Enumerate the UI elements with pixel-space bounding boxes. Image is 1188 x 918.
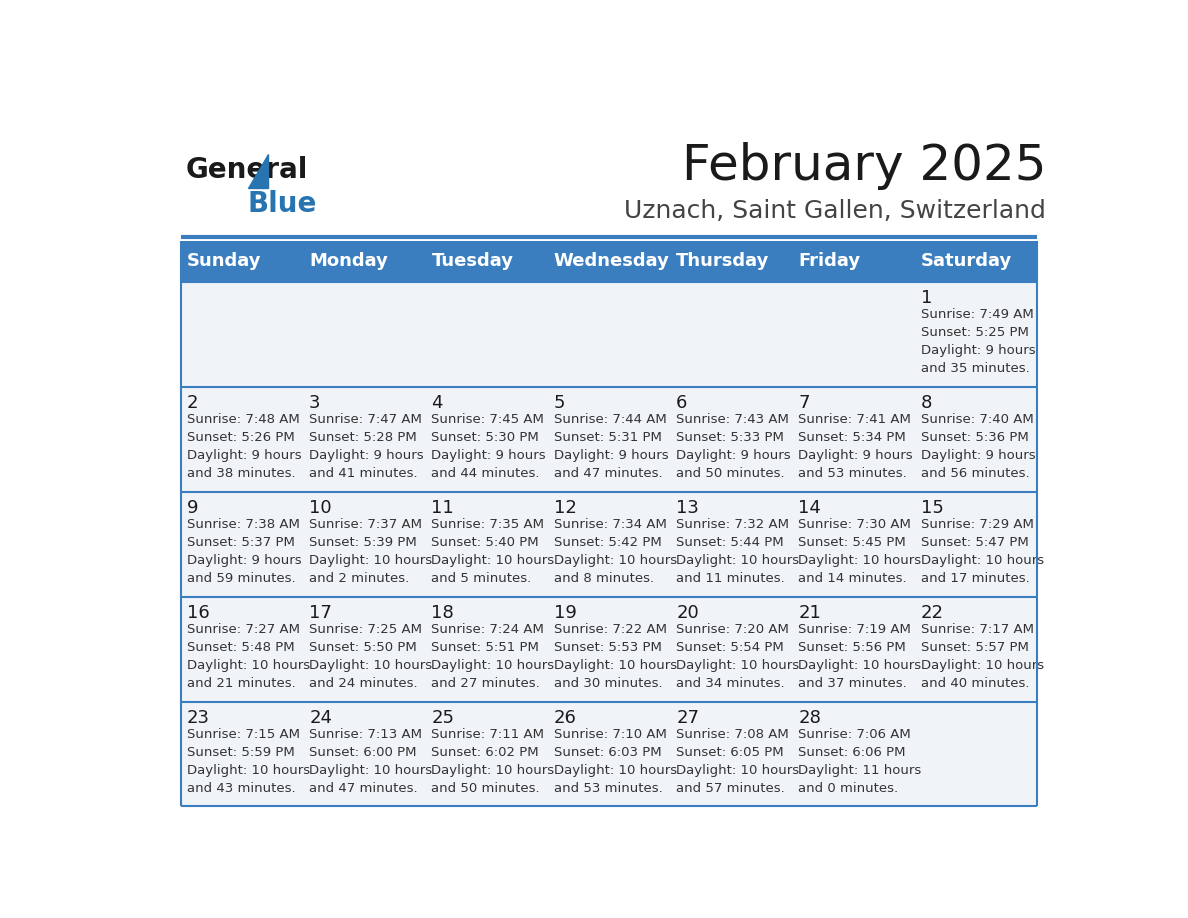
Text: Sunrise: 7:29 AM
Sunset: 5:47 PM
Daylight: 10 hours
and 17 minutes.: Sunrise: 7:29 AM Sunset: 5:47 PM Dayligh… (921, 518, 1044, 585)
Text: February 2025: February 2025 (682, 142, 1047, 190)
Text: 15: 15 (921, 499, 943, 517)
Text: 24: 24 (309, 709, 333, 727)
Text: Sunrise: 7:47 AM
Sunset: 5:28 PM
Daylight: 9 hours
and 41 minutes.: Sunrise: 7:47 AM Sunset: 5:28 PM Dayligh… (309, 413, 424, 480)
FancyBboxPatch shape (181, 282, 1037, 386)
Text: 2: 2 (187, 394, 198, 412)
Text: Sunrise: 7:17 AM
Sunset: 5:57 PM
Daylight: 10 hours
and 40 minutes.: Sunrise: 7:17 AM Sunset: 5:57 PM Dayligh… (921, 622, 1044, 689)
FancyBboxPatch shape (303, 241, 425, 282)
Text: Sunrise: 7:49 AM
Sunset: 5:25 PM
Daylight: 9 hours
and 35 minutes.: Sunrise: 7:49 AM Sunset: 5:25 PM Dayligh… (921, 308, 1036, 375)
Text: 23: 23 (187, 709, 210, 727)
Text: Saturday: Saturday (921, 252, 1012, 271)
Text: Monday: Monday (309, 252, 388, 271)
Text: 7: 7 (798, 394, 810, 412)
FancyBboxPatch shape (792, 241, 915, 282)
Text: 27: 27 (676, 709, 699, 727)
Text: 18: 18 (431, 604, 454, 622)
Text: Sunrise: 7:10 AM
Sunset: 6:03 PM
Daylight: 10 hours
and 53 minutes.: Sunrise: 7:10 AM Sunset: 6:03 PM Dayligh… (554, 728, 677, 795)
Text: Sunrise: 7:40 AM
Sunset: 5:36 PM
Daylight: 9 hours
and 56 minutes.: Sunrise: 7:40 AM Sunset: 5:36 PM Dayligh… (921, 413, 1036, 480)
FancyBboxPatch shape (425, 241, 548, 282)
FancyBboxPatch shape (548, 241, 670, 282)
Text: 11: 11 (431, 499, 454, 517)
Text: Sunrise: 7:06 AM
Sunset: 6:06 PM
Daylight: 11 hours
and 0 minutes.: Sunrise: 7:06 AM Sunset: 6:06 PM Dayligh… (798, 728, 922, 795)
FancyBboxPatch shape (181, 492, 1037, 597)
Text: Sunrise: 7:44 AM
Sunset: 5:31 PM
Daylight: 9 hours
and 47 minutes.: Sunrise: 7:44 AM Sunset: 5:31 PM Dayligh… (554, 413, 669, 480)
Text: 12: 12 (554, 499, 576, 517)
Text: Friday: Friday (798, 252, 860, 271)
Text: Sunrise: 7:11 AM
Sunset: 6:02 PM
Daylight: 10 hours
and 50 minutes.: Sunrise: 7:11 AM Sunset: 6:02 PM Dayligh… (431, 728, 555, 795)
Text: Sunrise: 7:24 AM
Sunset: 5:51 PM
Daylight: 10 hours
and 27 minutes.: Sunrise: 7:24 AM Sunset: 5:51 PM Dayligh… (431, 622, 555, 689)
Text: 9: 9 (187, 499, 198, 517)
Text: 10: 10 (309, 499, 331, 517)
Text: 6: 6 (676, 394, 688, 412)
Text: Sunrise: 7:43 AM
Sunset: 5:33 PM
Daylight: 9 hours
and 50 minutes.: Sunrise: 7:43 AM Sunset: 5:33 PM Dayligh… (676, 413, 791, 480)
Text: Uznach, Saint Gallen, Switzerland: Uznach, Saint Gallen, Switzerland (625, 198, 1047, 222)
Text: 14: 14 (798, 499, 821, 517)
Text: Sunrise: 7:22 AM
Sunset: 5:53 PM
Daylight: 10 hours
and 30 minutes.: Sunrise: 7:22 AM Sunset: 5:53 PM Dayligh… (554, 622, 677, 689)
Text: Sunrise: 7:32 AM
Sunset: 5:44 PM
Daylight: 10 hours
and 11 minutes.: Sunrise: 7:32 AM Sunset: 5:44 PM Dayligh… (676, 518, 800, 585)
Text: Sunday: Sunday (187, 252, 261, 271)
Text: General: General (185, 156, 308, 185)
Text: 16: 16 (187, 604, 209, 622)
Text: Sunrise: 7:41 AM
Sunset: 5:34 PM
Daylight: 9 hours
and 53 minutes.: Sunrise: 7:41 AM Sunset: 5:34 PM Dayligh… (798, 413, 914, 480)
Text: Sunrise: 7:08 AM
Sunset: 6:05 PM
Daylight: 10 hours
and 57 minutes.: Sunrise: 7:08 AM Sunset: 6:05 PM Dayligh… (676, 728, 800, 795)
FancyBboxPatch shape (915, 241, 1037, 282)
Text: 4: 4 (431, 394, 443, 412)
FancyBboxPatch shape (181, 386, 1037, 492)
Text: Sunrise: 7:38 AM
Sunset: 5:37 PM
Daylight: 9 hours
and 59 minutes.: Sunrise: 7:38 AM Sunset: 5:37 PM Dayligh… (187, 518, 302, 585)
Text: 3: 3 (309, 394, 321, 412)
Text: 19: 19 (554, 604, 576, 622)
Text: 13: 13 (676, 499, 699, 517)
Text: Sunrise: 7:19 AM
Sunset: 5:56 PM
Daylight: 10 hours
and 37 minutes.: Sunrise: 7:19 AM Sunset: 5:56 PM Dayligh… (798, 622, 922, 689)
Text: 22: 22 (921, 604, 943, 622)
Text: Tuesday: Tuesday (431, 252, 513, 271)
Text: 28: 28 (798, 709, 821, 727)
Text: 26: 26 (554, 709, 576, 727)
Polygon shape (248, 154, 268, 188)
Text: Sunrise: 7:13 AM
Sunset: 6:00 PM
Daylight: 10 hours
and 47 minutes.: Sunrise: 7:13 AM Sunset: 6:00 PM Dayligh… (309, 728, 432, 795)
Text: Sunrise: 7:45 AM
Sunset: 5:30 PM
Daylight: 9 hours
and 44 minutes.: Sunrise: 7:45 AM Sunset: 5:30 PM Dayligh… (431, 413, 546, 480)
FancyBboxPatch shape (181, 701, 1037, 806)
Text: 8: 8 (921, 394, 933, 412)
Text: Wednesday: Wednesday (554, 252, 670, 271)
Text: 17: 17 (309, 604, 331, 622)
Text: Sunrise: 7:20 AM
Sunset: 5:54 PM
Daylight: 10 hours
and 34 minutes.: Sunrise: 7:20 AM Sunset: 5:54 PM Dayligh… (676, 622, 800, 689)
Text: Sunrise: 7:48 AM
Sunset: 5:26 PM
Daylight: 9 hours
and 38 minutes.: Sunrise: 7:48 AM Sunset: 5:26 PM Dayligh… (187, 413, 302, 480)
FancyBboxPatch shape (181, 597, 1037, 701)
Text: Sunrise: 7:30 AM
Sunset: 5:45 PM
Daylight: 10 hours
and 14 minutes.: Sunrise: 7:30 AM Sunset: 5:45 PM Dayligh… (798, 518, 922, 585)
Text: Sunrise: 7:15 AM
Sunset: 5:59 PM
Daylight: 10 hours
and 43 minutes.: Sunrise: 7:15 AM Sunset: 5:59 PM Dayligh… (187, 728, 310, 795)
Text: Sunrise: 7:34 AM
Sunset: 5:42 PM
Daylight: 10 hours
and 8 minutes.: Sunrise: 7:34 AM Sunset: 5:42 PM Dayligh… (554, 518, 677, 585)
Text: Sunrise: 7:25 AM
Sunset: 5:50 PM
Daylight: 10 hours
and 24 minutes.: Sunrise: 7:25 AM Sunset: 5:50 PM Dayligh… (309, 622, 432, 689)
Text: 21: 21 (798, 604, 821, 622)
Text: 20: 20 (676, 604, 699, 622)
Text: Blue: Blue (248, 190, 317, 218)
FancyBboxPatch shape (181, 241, 303, 282)
Text: 25: 25 (431, 709, 455, 727)
Text: Sunrise: 7:35 AM
Sunset: 5:40 PM
Daylight: 10 hours
and 5 minutes.: Sunrise: 7:35 AM Sunset: 5:40 PM Dayligh… (431, 518, 555, 585)
Text: Thursday: Thursday (676, 252, 770, 271)
Text: 5: 5 (554, 394, 565, 412)
Text: Sunrise: 7:37 AM
Sunset: 5:39 PM
Daylight: 10 hours
and 2 minutes.: Sunrise: 7:37 AM Sunset: 5:39 PM Dayligh… (309, 518, 432, 585)
FancyBboxPatch shape (670, 241, 792, 282)
Text: 1: 1 (921, 289, 933, 308)
Text: Sunrise: 7:27 AM
Sunset: 5:48 PM
Daylight: 10 hours
and 21 minutes.: Sunrise: 7:27 AM Sunset: 5:48 PM Dayligh… (187, 622, 310, 689)
